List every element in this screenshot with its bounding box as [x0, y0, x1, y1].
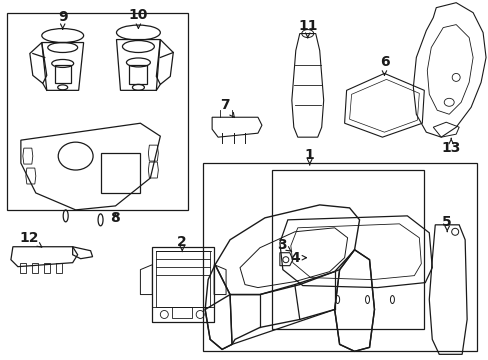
Bar [156, 251, 210, 306]
Bar [271, 170, 424, 329]
Bar [7, 13, 188, 210]
Bar [55, 66, 71, 84]
Bar [101, 153, 140, 193]
Bar [152, 247, 214, 323]
Bar [172, 306, 192, 319]
Text: 5: 5 [442, 215, 451, 231]
Text: 12: 12 [19, 231, 42, 247]
Text: 7: 7 [220, 98, 234, 117]
Text: 9: 9 [58, 10, 67, 29]
Text: 8: 8 [110, 211, 120, 225]
Bar [152, 306, 214, 323]
Text: 11: 11 [297, 19, 317, 38]
Text: 6: 6 [379, 55, 388, 75]
Bar [56, 263, 61, 273]
Text: 13: 13 [441, 138, 460, 155]
Bar [20, 263, 26, 273]
Bar [44, 263, 50, 273]
Text: 4: 4 [289, 251, 306, 265]
Text: 2: 2 [177, 235, 187, 252]
Text: 1: 1 [304, 148, 314, 165]
Bar [203, 163, 476, 351]
Text: 3: 3 [277, 238, 291, 252]
Bar [32, 263, 38, 273]
Bar [129, 66, 147, 84]
Text: 10: 10 [128, 8, 148, 28]
